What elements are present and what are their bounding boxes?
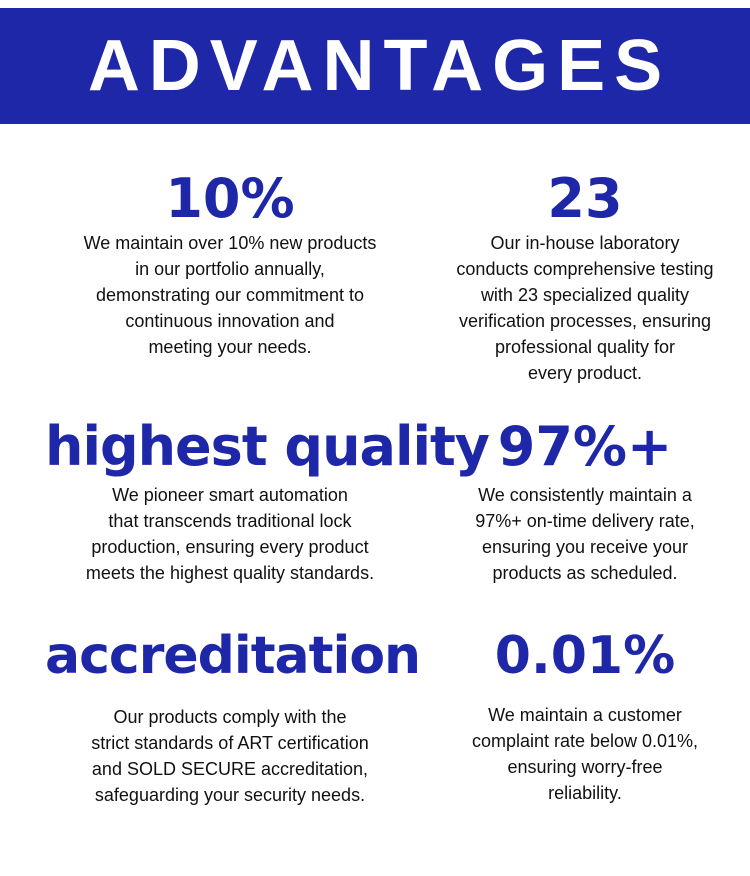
description-line: production, ensuring every product — [91, 537, 369, 557]
advantage-complaint-rate: 0.01% We maintain a customer complaint ra… — [400, 630, 750, 806]
advantage-quality: highest quality We pioneer smart automat… — [45, 415, 490, 586]
description-line: every product. — [527, 363, 643, 383]
description-line: verification processes, ensuring — [458, 311, 712, 331]
description-line: safeguarding your security needs. — [94, 785, 366, 805]
advantage-heading: 23 — [547, 167, 623, 230]
advantage-heading: 97%+ — [497, 415, 673, 478]
advantage-description: We pioneer smart automation that transcen… — [45, 482, 415, 586]
advantage-testing: 23 Our in-house laboratory conducts compr… — [400, 172, 750, 386]
description-line: and SOLD SECURE accreditation, — [91, 759, 369, 779]
description-line: continuous innovation and — [125, 311, 335, 331]
advantage-description: We consistently maintain a 97%+ on-time d… — [400, 482, 750, 586]
advantage-description: We maintain a customer complaint rate bel… — [400, 702, 750, 806]
description-line: complaint rate below 0.01%, — [471, 731, 699, 751]
advantage-new-products: 10% We maintain over 10% new products in … — [45, 172, 415, 360]
description-line: Our products comply with the — [113, 707, 347, 727]
description-line: Our in-house laboratory — [490, 233, 680, 253]
description-line: ensuring worry-free — [507, 757, 663, 777]
description-line: 97%+ on-time delivery rate, — [475, 511, 695, 531]
advantage-heading: highest quality — [45, 415, 490, 478]
description-line: reliability. — [548, 783, 622, 803]
advantage-description: Our in-house laboratory conducts comprehe… — [400, 230, 750, 386]
advantage-accreditation: accreditation Our products comply with t… — [45, 626, 421, 808]
page-title: ADVANTAGES — [87, 26, 672, 106]
advantage-description: We maintain over 10% new products in our … — [45, 230, 415, 360]
description-line: with 23 specialized quality — [480, 285, 690, 305]
advantage-delivery: 97%+ We consistently maintain a 97%+ on-t… — [400, 420, 750, 586]
description-line: We pioneer smart automation — [112, 485, 348, 505]
description-line: We consistently maintain a — [478, 485, 692, 505]
description-line: ensuring you receive your — [481, 537, 689, 557]
description-line: We maintain a customer — [488, 705, 682, 725]
advantage-heading: 10% — [165, 167, 295, 230]
advantage-description: Our products comply with the strict stand… — [45, 704, 415, 808]
description-line: that transcends traditional lock — [108, 511, 352, 531]
description-line: meeting your needs. — [148, 337, 312, 357]
description-line: meets the highest quality standards. — [85, 563, 375, 583]
description-line: conducts comprehensive testing — [456, 259, 714, 279]
advantage-heading: 0.01% — [494, 626, 676, 686]
description-line: professional quality for — [494, 337, 676, 357]
title-banner: ADVANTAGES — [0, 8, 750, 124]
description-line: demonstrating our commitment to — [95, 285, 365, 305]
description-line: products as scheduled. — [492, 563, 678, 583]
description-line: We maintain over 10% new products — [83, 233, 377, 253]
advantage-heading: accreditation — [45, 626, 421, 686]
description-line: strict standards of ART certification — [91, 733, 369, 753]
description-line: in our portfolio annually, — [135, 259, 325, 279]
